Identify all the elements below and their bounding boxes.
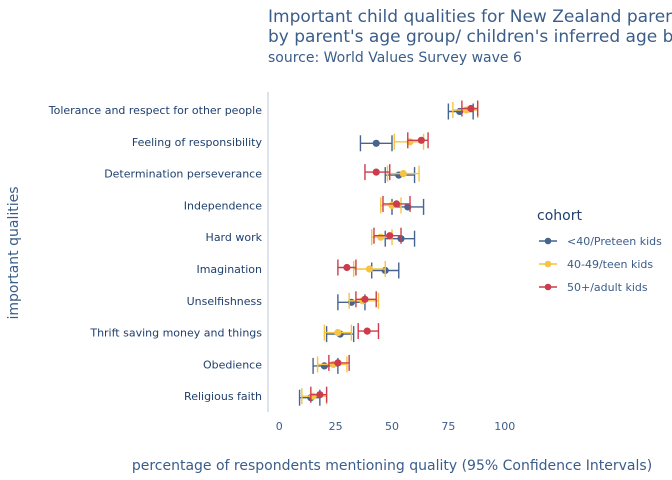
x-tick-label: 50 [385, 420, 399, 433]
plot-marks [298, 100, 479, 406]
y-tick-label: Feeling of responsibility [132, 136, 263, 149]
data-point [334, 329, 342, 337]
data-point [363, 327, 371, 335]
y-tick-label: Imagination [196, 263, 262, 276]
x-tick-label: 75 [441, 420, 455, 433]
x-tick-label: 100 [494, 420, 515, 433]
chart-title: Important child qualities for New Zealan… [268, 7, 672, 27]
legend-marker [544, 237, 552, 245]
data-point [320, 362, 328, 370]
data-point [417, 136, 425, 144]
data-point [392, 200, 401, 208]
legend-marker [544, 283, 552, 291]
chart-subtitle: source: World Values Survey wave 6 [268, 50, 522, 66]
data-point [316, 391, 324, 399]
x-tick-label: 0 [276, 420, 283, 433]
x-tick-label: 25 [329, 420, 343, 433]
y-tick-label: Independence [184, 199, 262, 212]
chart-title-line2: by parent's age group/ children's inferr… [268, 27, 672, 47]
legend-marker [544, 260, 552, 268]
y-axis-title: important qualities [6, 186, 22, 319]
y-tick-label: Tolerance and respect for other people [48, 104, 262, 117]
y-tick-label: Thrift saving money and things [89, 327, 262, 340]
data-point [399, 170, 407, 178]
series-group [310, 100, 479, 403]
legend-title: cohort [537, 208, 582, 224]
data-point [377, 233, 385, 241]
y-tick-label: Hard work [206, 231, 263, 244]
y-tick-label: Determination perseverance [104, 168, 262, 181]
series-group [298, 103, 474, 406]
y-tick-labels: Tolerance and respect for other people Fe… [48, 104, 263, 403]
data-point [467, 104, 475, 113]
data-point [361, 295, 369, 303]
data-point [372, 139, 380, 147]
data-point [365, 265, 374, 273]
y-tick-label: Obedience [203, 358, 262, 371]
data-point [343, 263, 351, 272]
y-tick-label: Unselfishness [187, 295, 263, 308]
y-tick-label: Religious faith [184, 390, 262, 403]
data-point [334, 359, 342, 367]
x-tick-labels: 0 25 50 75 100 [276, 420, 515, 433]
legend-label: 50+/adult kids [567, 281, 648, 294]
x-axis-title: percentage of respondents mentioning qua… [132, 458, 652, 474]
legend: cohort <40/Preteen kids 40-49/teen kids 50… [537, 208, 662, 294]
data-point [372, 168, 380, 176]
legend-label: 40-49/teen kids [567, 258, 653, 271]
data-point [386, 232, 394, 240]
legend-label: <40/Preteen kids [567, 235, 662, 248]
